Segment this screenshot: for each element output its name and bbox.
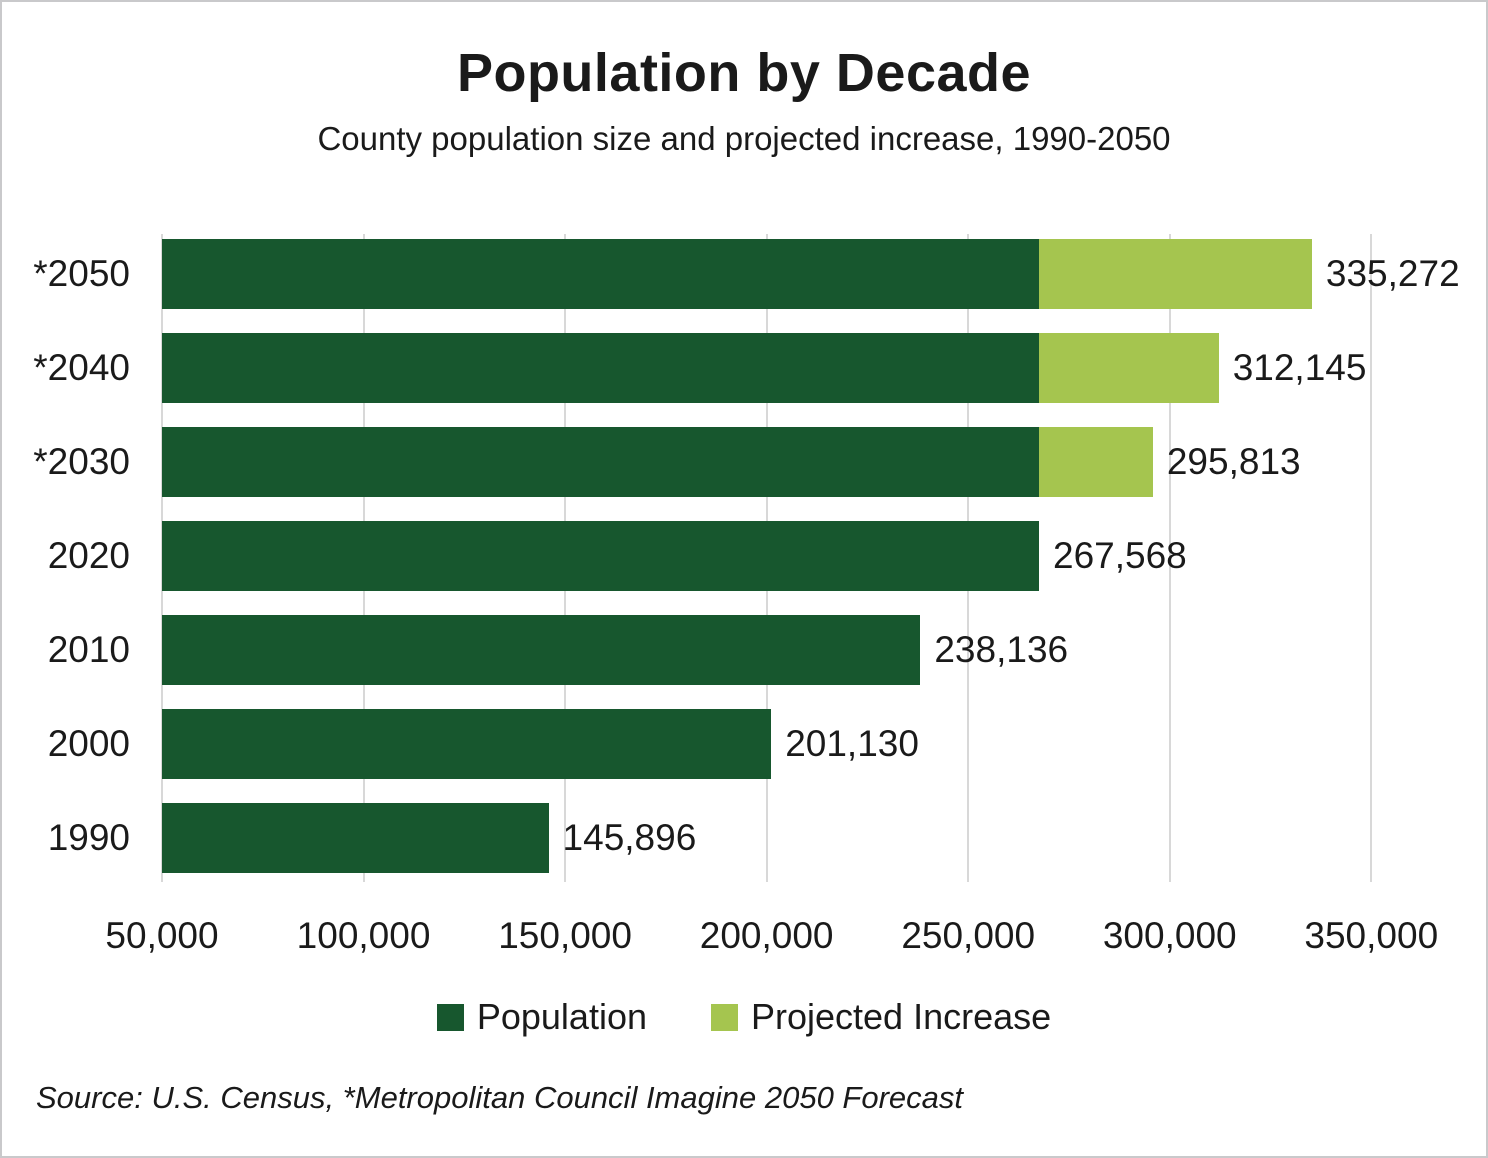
projected-increase-bar-segment: [1039, 427, 1153, 497]
x-axis-tick-label: 300,000: [1102, 915, 1237, 956]
gridline: [1168, 234, 1171, 882]
bar-value-label: 238,136: [934, 629, 1069, 670]
legend-swatch: [710, 1003, 738, 1031]
projected-increase-bar-segment: [1039, 239, 1312, 309]
population-bar-segment: [162, 615, 921, 685]
bar-value-label: 267,568: [1053, 535, 1187, 576]
chart-subtitle: County population size and projected inc…: [317, 120, 1171, 157]
bar-value-label: 145,896: [562, 817, 697, 858]
population-bar-segment: [162, 427, 1039, 497]
population-bar-segment: [162, 333, 1039, 403]
population-bar-segment: [162, 803, 549, 873]
population-bar-segment: [162, 239, 1039, 309]
x-axis-tick-label: 250,000: [901, 915, 1036, 956]
source-note: Source: U.S. Census, *Metropolitan Counc…: [36, 1080, 964, 1115]
legend-swatch: [436, 1003, 464, 1031]
y-axis-label: *2040: [33, 347, 130, 388]
bar-row: 267,568: [162, 521, 1464, 591]
bar-row: 335,272: [162, 239, 1464, 309]
y-axis-labels: *2050 *2040 *2030 2020 2010 2000 1990: [2, 239, 130, 873]
bar-row: 312,145: [162, 333, 1464, 403]
y-axis-label: 2020: [47, 535, 130, 576]
y-axis-label: 2000: [47, 723, 130, 764]
bar-value-label: 201,130: [785, 723, 919, 764]
x-axis-tick-label: 200,000: [699, 915, 834, 956]
gridline: [1370, 234, 1373, 882]
bar-row: 295,813: [162, 427, 1464, 497]
bar-row: 145,896: [162, 803, 1464, 873]
bar-row: 201,130: [162, 709, 1464, 779]
bar-row: 238,136: [162, 615, 1464, 685]
projected-increase-bar-segment: [1039, 333, 1219, 403]
x-axis-tick-label: 150,000: [498, 915, 632, 956]
plot-area: 50,000 100,000 150,000 200,000 250,000 300,00…: [105, 234, 1464, 956]
y-axis-label: *2050: [33, 253, 130, 294]
x-axis-tick-label: 50,000: [105, 915, 219, 956]
y-axis-label: *2030: [33, 441, 130, 482]
legend-label: Population: [476, 996, 647, 1037]
y-axis-label: 1990: [47, 817, 130, 858]
legend: Population Projected Increase: [2, 996, 1486, 1038]
population-bar-segment: [162, 521, 1039, 591]
x-axis-tick-label: 100,000: [296, 915, 431, 956]
legend-label: Projected Increase: [750, 996, 1052, 1037]
chart-title: Population by Decade: [456, 43, 1032, 103]
y-axis-label: 2010: [47, 629, 130, 670]
legend-item-population: Population: [436, 996, 647, 1038]
bar-value-label: 295,813: [1166, 441, 1301, 482]
bar-value-label: 335,272: [1325, 253, 1460, 294]
bar-value-label: 312,145: [1232, 347, 1367, 388]
x-axis-tick-label: 350,000: [1304, 915, 1439, 956]
population-bar-segment: [162, 709, 772, 779]
legend-item-projected-increase: Projected Increase: [710, 996, 1052, 1038]
